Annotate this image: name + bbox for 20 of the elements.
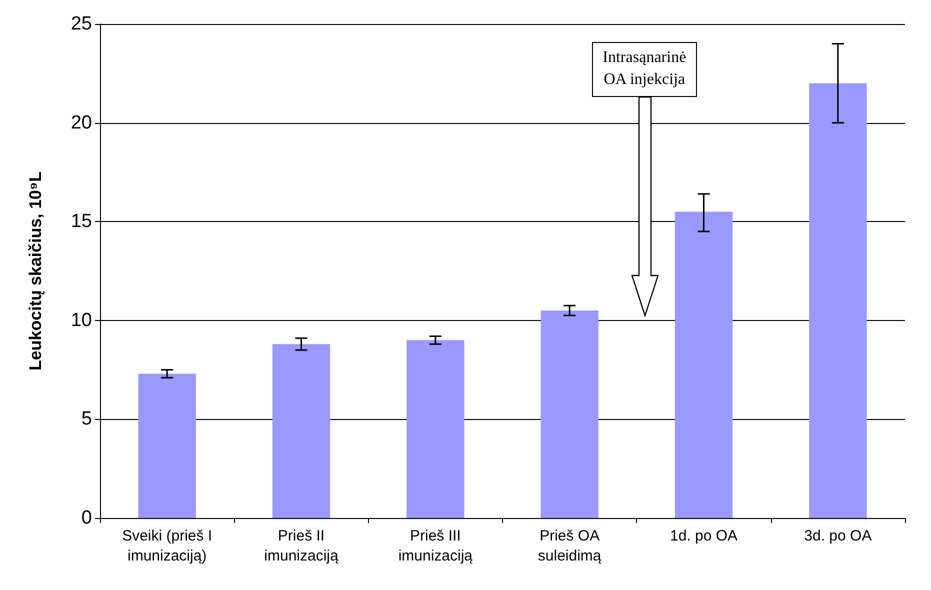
x-tick-label: Prieš OA suleidimą: [538, 528, 602, 564]
bar: [809, 83, 867, 518]
x-tick-label: Prieš II imunizaciją: [264, 528, 339, 564]
y-tick-label: 20: [70, 112, 92, 134]
y-tick-label: 15: [70, 211, 92, 232]
y-tick-label: 5: [81, 408, 92, 430]
y-tick-label: 0: [81, 508, 92, 528]
bar: [138, 374, 196, 518]
x-tick-label: Sveiki (prieš I imunizaciją): [122, 528, 212, 564]
annotation: Intrasąnarinė OA injekcija: [592, 42, 698, 97]
x-tick-label: 1d. po OA: [670, 528, 738, 544]
y-tick-label: 10: [70, 310, 92, 331]
y-tick-label: 25: [70, 14, 92, 34]
x-tick-label: Prieš III imunizaciją: [398, 528, 474, 564]
bar: [272, 344, 330, 518]
bar: [674, 212, 733, 518]
x-tick-label: 3d. po OA: [804, 528, 872, 544]
y-axis-title: Leukocitų skaičius, 10⁹L: [26, 172, 45, 370]
bar: [540, 310, 598, 518]
bar: [406, 340, 464, 518]
